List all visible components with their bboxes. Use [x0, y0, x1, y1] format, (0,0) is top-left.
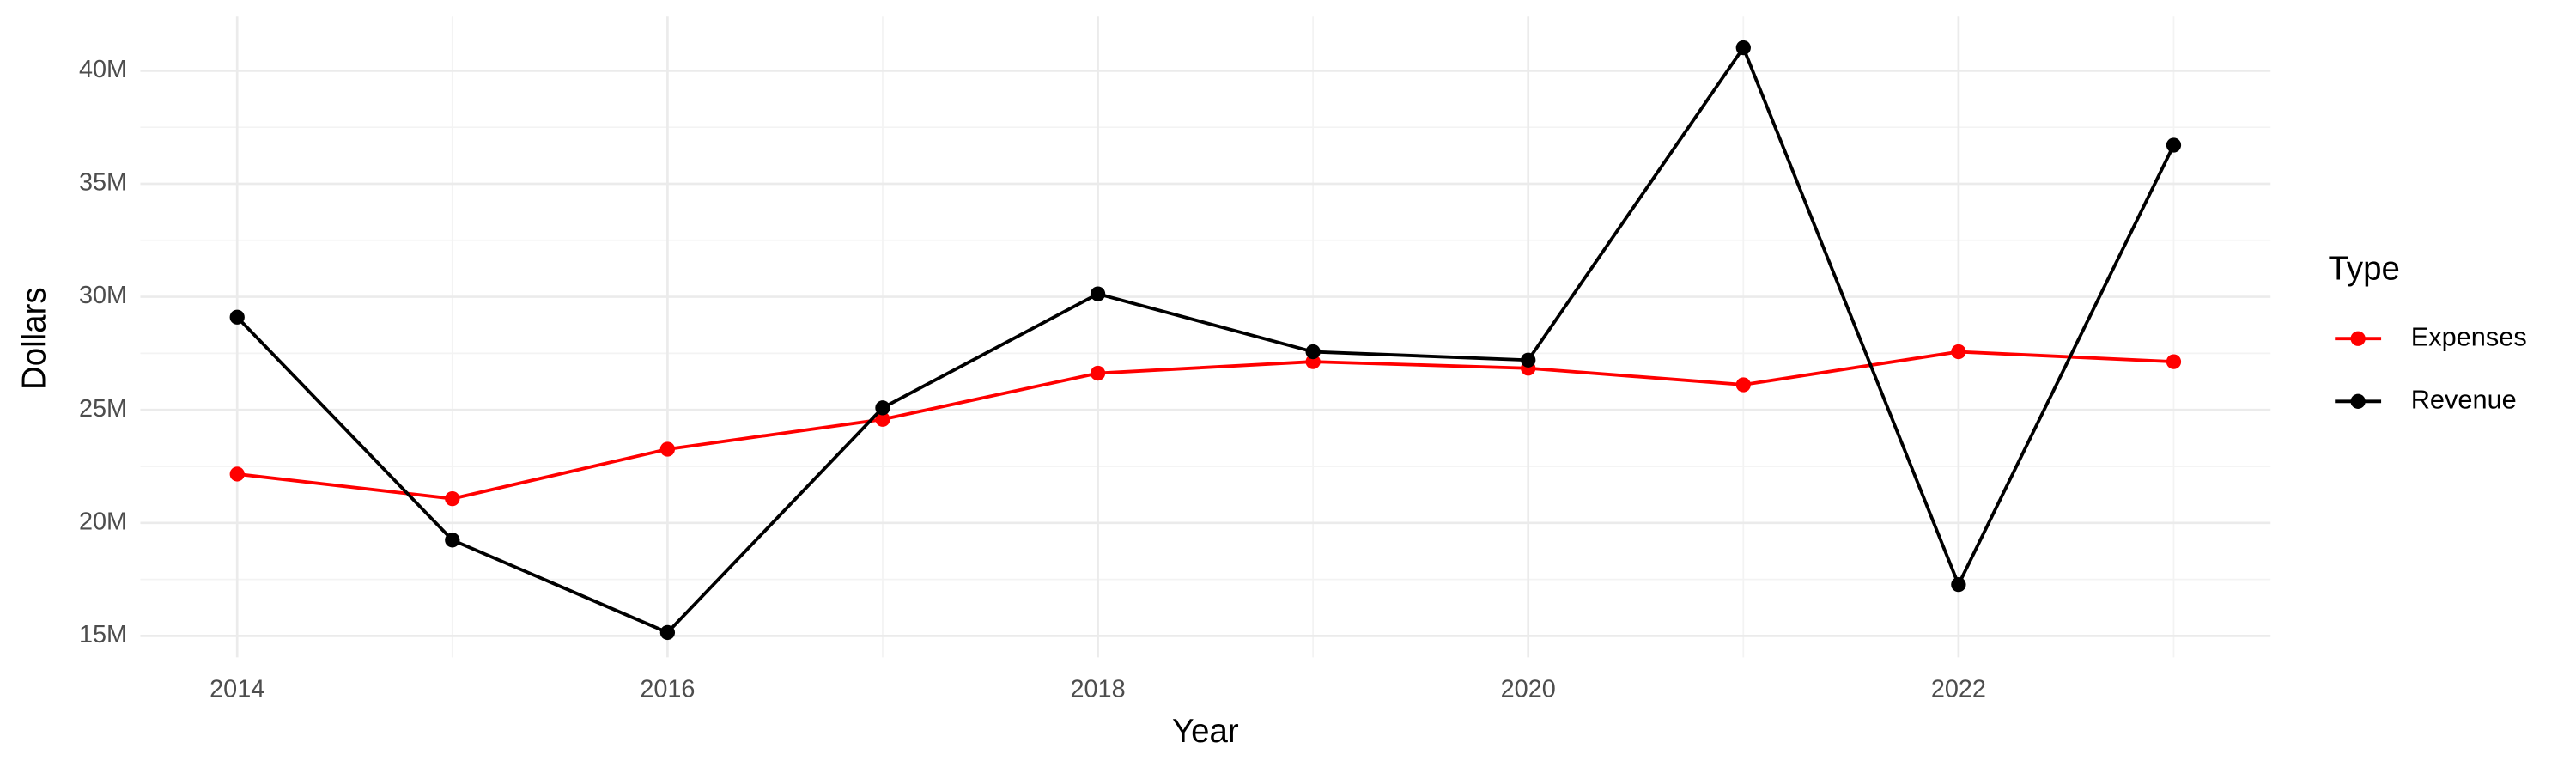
legend-label: Revenue [2411, 384, 2517, 414]
data-point [2166, 137, 2182, 153]
data-point [1735, 377, 1751, 393]
y-tick-label: 30M [79, 282, 127, 309]
series-line [235, 44, 2176, 635]
data-point [445, 490, 460, 507]
data-point [1735, 40, 1751, 56]
data-point [1521, 352, 1536, 368]
x-tick-label: 2016 [640, 675, 695, 703]
y-tick-label: 40M [79, 56, 127, 83]
x-axis-label: Year [1172, 713, 1239, 750]
y-axis-label: Dollars [15, 287, 52, 390]
data-point [659, 441, 676, 457]
legend-title: Type [2329, 251, 2400, 288]
legend-swatch-point [2350, 331, 2366, 346]
y-tick-label: 35M [79, 169, 127, 197]
data-point [229, 309, 245, 325]
y-tick-label: 20M [79, 508, 127, 535]
data-point [1951, 576, 1966, 593]
data-point [2166, 354, 2182, 369]
data-point [1951, 344, 1966, 360]
data-point [1090, 365, 1106, 381]
x-tick-label: 2018 [1070, 675, 1125, 703]
series-line [237, 350, 2174, 501]
data-point [659, 624, 676, 641]
legend-label: Expenses [2411, 321, 2527, 351]
data-point [875, 400, 890, 416]
data-point [229, 466, 245, 482]
legend-swatch-point [2350, 393, 2366, 409]
data-point [1305, 344, 1321, 360]
data-point [875, 411, 890, 427]
y-tick-label: 25M [79, 395, 127, 423]
x-tick-label: 2020 [1501, 675, 1556, 703]
grid [140, 16, 2271, 658]
y-tick-label: 15M [79, 621, 127, 648]
x-tick-label: 2014 [210, 675, 264, 703]
data-point [1090, 286, 1106, 301]
data-point [445, 533, 460, 548]
x-tick-label: 2022 [1931, 675, 1986, 703]
